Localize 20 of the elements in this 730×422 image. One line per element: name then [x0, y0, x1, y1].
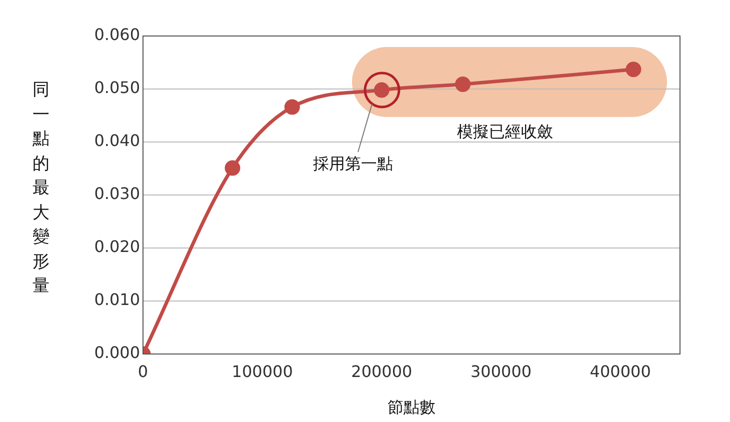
x-tick-label: 300000: [470, 362, 532, 381]
text: 同一點的最大變形量: [32, 80, 50, 296]
x-tick-label: 400000: [590, 362, 651, 381]
y-tick-label: 0.040: [94, 131, 140, 150]
point: [626, 62, 642, 78]
annotation: 模擬已經收斂: [457, 122, 553, 142]
point: [284, 99, 300, 115]
y-tick-label: 0.060: [94, 25, 140, 44]
point: [455, 76, 471, 92]
x-axis-title: 節點數: [388, 398, 436, 417]
y-tick-label: 0.050: [94, 78, 140, 98]
y-tick-label: 0.000: [94, 343, 140, 362]
y-tick-label: 0.030: [94, 184, 140, 204]
annotation: 採用第一點: [313, 154, 393, 174]
x-tick-label: 0: [138, 362, 148, 381]
x-tick-label: 100000: [232, 362, 293, 381]
x-tick-label: 200000: [351, 362, 412, 381]
point: [224, 160, 240, 176]
y-tick-label: 0.010: [94, 290, 140, 310]
y-tick-label: 0.020: [94, 237, 140, 256]
